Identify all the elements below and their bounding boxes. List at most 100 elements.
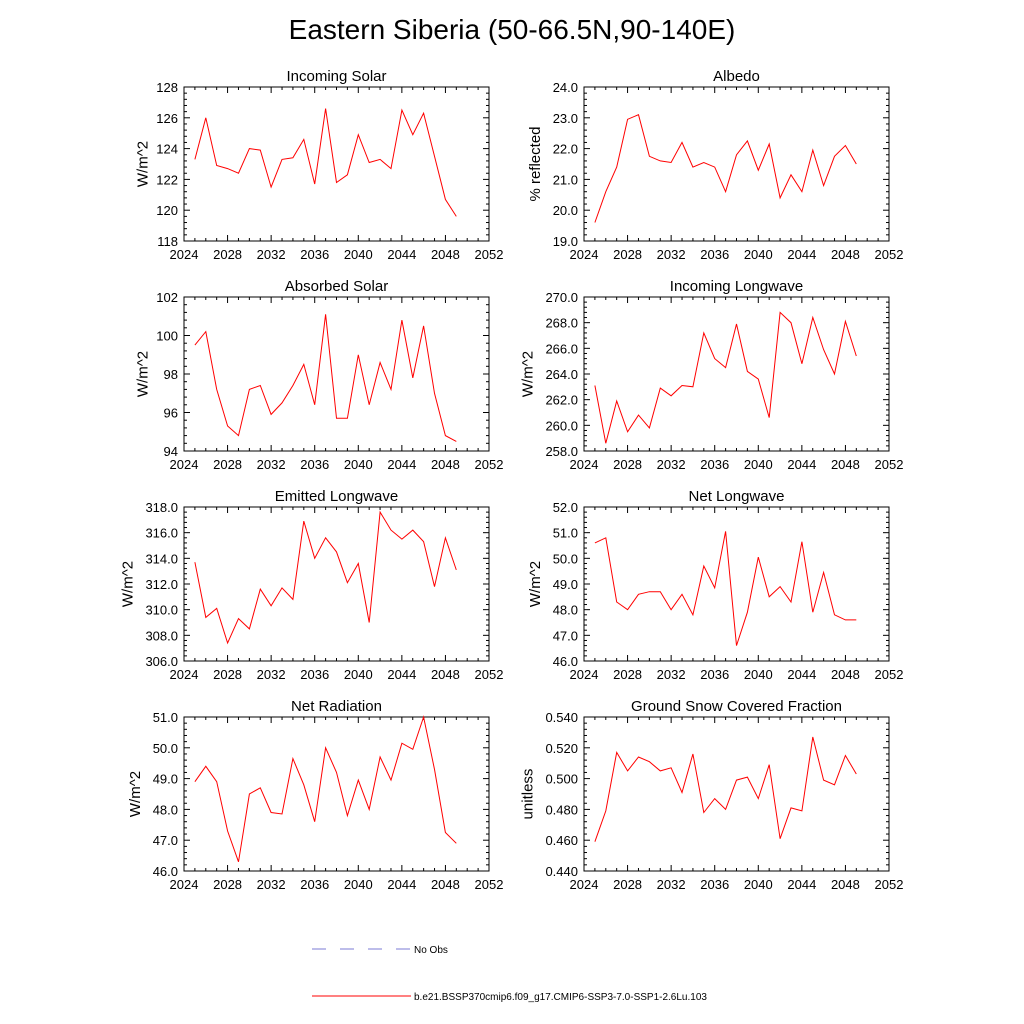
panel-3: Incoming Longwave 2024 2028 2032 2036 2040 204…	[520, 278, 904, 472]
y-tick-label: 19.0	[553, 234, 578, 249]
y-tick-label: 120	[156, 203, 178, 218]
x-tick-label: 2036	[700, 247, 729, 262]
series-line	[194, 314, 457, 442]
y-tick-label: 118	[157, 234, 178, 249]
y-tick-label: 126	[156, 111, 178, 126]
x-tick-label: 2032	[657, 457, 686, 472]
plot-frame	[583, 86, 890, 242]
x-tick-label: 2032	[657, 667, 686, 682]
x-tick-label: 2048	[831, 457, 860, 472]
y-tick-label: 316.0	[145, 526, 178, 541]
x-tick-label: 2024	[570, 877, 599, 892]
x-tick-label: 2044	[387, 457, 416, 472]
y-tick-label: 310.0	[145, 603, 178, 618]
y-tick-label: 24.0	[553, 80, 578, 95]
y-tick-label: 96	[164, 406, 178, 421]
y-tick-label: 98	[164, 367, 178, 382]
x-tick-label: 2028	[613, 667, 642, 682]
x-tick-label: 2044	[787, 247, 816, 262]
x-tick-label: 2048	[831, 247, 860, 262]
x-tick-label: 2052	[475, 667, 504, 682]
panel-title: Absorbed Solar	[285, 278, 388, 295]
plot-frame	[583, 716, 890, 872]
panel-2: Absorbed Solar 2024 2028 2032 2036 2040 2044 20…	[135, 278, 504, 472]
x-tick-label: 2048	[431, 667, 460, 682]
series-line	[194, 510, 457, 645]
x-tick-label: 2044	[787, 667, 816, 682]
y-tick-label: 318.0	[145, 500, 178, 515]
y-axis-label: unitless	[520, 769, 537, 820]
y-tick-label: 49.0	[553, 577, 578, 592]
x-tick-label: 2036	[700, 877, 729, 892]
y-tick-label: 47.0	[153, 833, 178, 848]
y-tick-label: 124	[156, 142, 178, 157]
panel-title: Albedo	[713, 68, 760, 85]
x-tick-label: 2028	[213, 457, 242, 472]
y-tick-label: 94	[164, 444, 178, 459]
x-tick-label: 2052	[875, 457, 904, 472]
x-tick-label: 2032	[657, 247, 686, 262]
plot-frame	[183, 716, 490, 872]
panel-title: Net Radiation	[291, 698, 382, 715]
y-tick-label: 306.0	[145, 654, 178, 669]
y-tick-label: 308.0	[145, 628, 178, 643]
series-line	[594, 114, 857, 223]
y-tick-label: 266.0	[545, 341, 578, 356]
y-tick-label: 22.0	[553, 142, 578, 157]
x-tick-label: 2032	[257, 667, 286, 682]
main-title: Eastern Siberia (50-66.5N,90-140E)	[288, 14, 736, 45]
x-tick-label: 2052	[875, 877, 904, 892]
y-tick-label: 0.460	[545, 833, 578, 848]
x-tick-label: 2040	[344, 457, 373, 472]
plot-frame	[583, 506, 890, 662]
y-tick-label: 51.0	[153, 710, 178, 725]
x-tick-label: 2048	[831, 667, 860, 682]
series-line	[594, 736, 857, 842]
y-tick-label: 264.0	[545, 367, 578, 382]
y-tick-label: 312.0	[145, 577, 178, 592]
x-tick-label: 2048	[431, 877, 460, 892]
x-tick-label: 2036	[300, 667, 329, 682]
series-line	[194, 108, 457, 217]
panel-title: Incoming Solar	[286, 68, 386, 85]
y-tick-label: 128	[156, 80, 178, 95]
y-tick-label: 20.0	[553, 203, 578, 218]
y-tick-label: 268.0	[545, 316, 578, 331]
x-tick-label: 2044	[787, 877, 816, 892]
panel-title: Net Longwave	[689, 488, 785, 505]
y-tick-label: 0.520	[545, 741, 578, 756]
y-tick-label: 23.0	[553, 111, 578, 126]
panel-title: Ground Snow Covered Fraction	[631, 698, 842, 715]
panel-0: Incoming Solar 2024 2028 2032 2036 2040 2044 20…	[135, 68, 504, 262]
y-tick-label: 0.540	[545, 710, 578, 725]
x-tick-label: 2044	[387, 667, 416, 682]
y-tick-label: 48.0	[153, 802, 178, 817]
x-tick-label: 2024	[570, 667, 599, 682]
panel-title: Incoming Longwave	[670, 278, 803, 295]
x-tick-label: 2032	[257, 457, 286, 472]
series-line	[194, 715, 457, 862]
y-tick-label: 48.0	[553, 603, 578, 618]
x-tick-label: 2052	[875, 667, 904, 682]
legend-model-label: b.e21.BSSP370cmip6.f09_g17.CMIP6-SSP3-7.…	[414, 992, 707, 1003]
x-tick-label: 2024	[170, 667, 199, 682]
y-tick-label: 100	[156, 329, 178, 344]
y-tick-label: 50.0	[553, 551, 578, 566]
y-axis-label: W/m^2	[120, 561, 137, 607]
x-tick-label: 2040	[344, 247, 373, 262]
x-tick-label: 2040	[344, 667, 373, 682]
y-tick-label: 270.0	[545, 290, 578, 305]
x-tick-label: 2024	[170, 877, 199, 892]
y-tick-label: 49.0	[153, 772, 178, 787]
y-tick-label: 0.500	[545, 772, 578, 787]
x-tick-label: 2040	[744, 247, 773, 262]
y-tick-label: 262.0	[545, 393, 578, 408]
y-tick-label: 52.0	[553, 500, 578, 515]
x-tick-label: 2036	[300, 457, 329, 472]
series-line	[594, 531, 857, 646]
x-tick-label: 2028	[613, 877, 642, 892]
y-axis-label: % reflected	[527, 126, 544, 201]
panel-1: Albedo 2024 2028 2032 2036 2040 2044 2048 2052 19…	[527, 68, 903, 262]
x-tick-label: 2040	[744, 457, 773, 472]
